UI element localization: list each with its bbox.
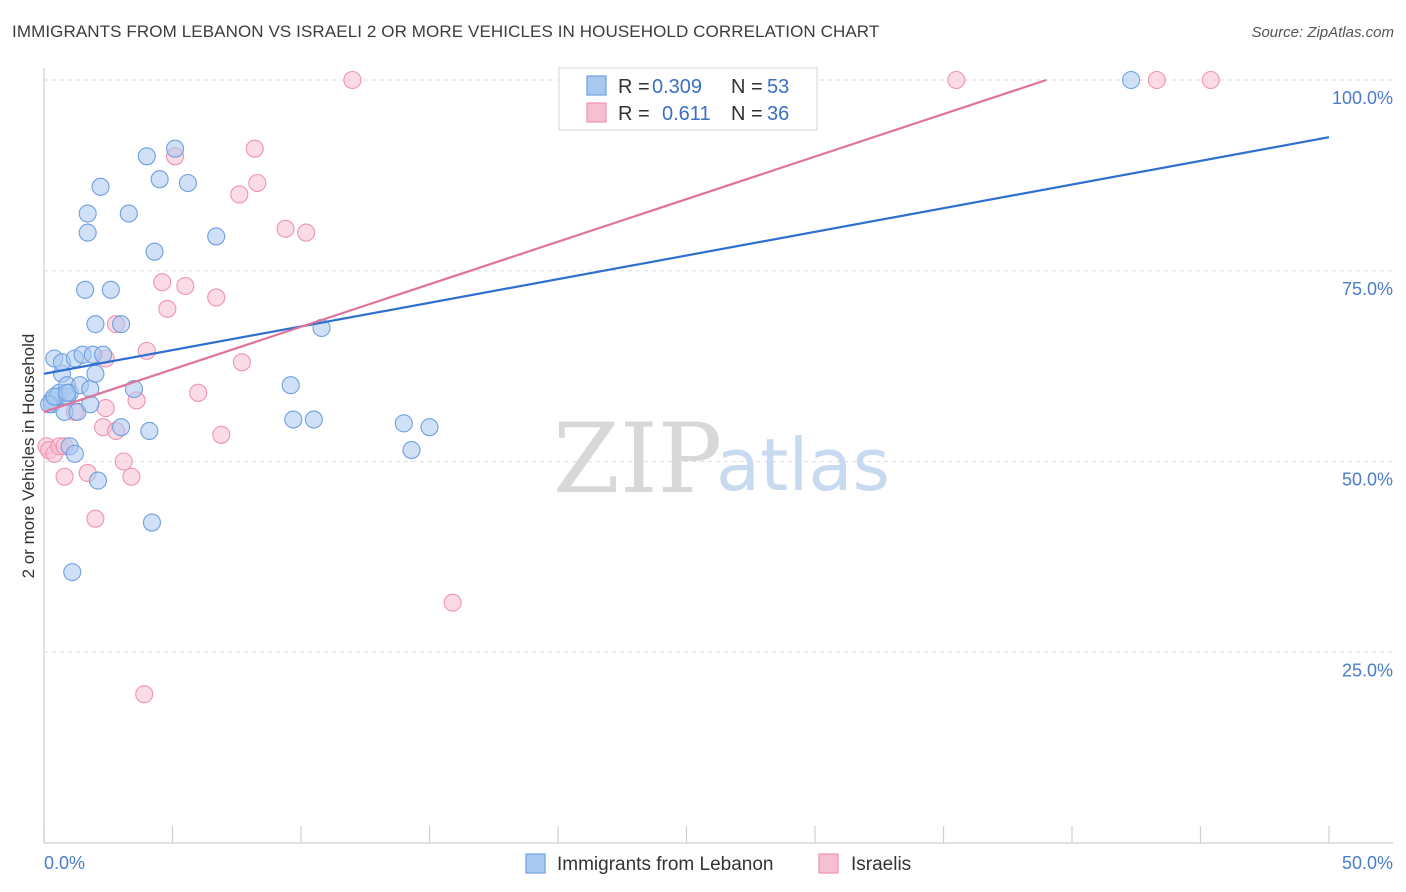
legend-n-label-blue: N =	[731, 76, 763, 98]
pink-point-32	[343, 70, 362, 90]
lebanon-points	[40, 70, 1141, 582]
blue-point-30	[112, 315, 131, 334]
pink-point-36	[1201, 70, 1220, 90]
blue-point-47	[402, 441, 421, 460]
blue-point-14	[65, 444, 84, 463]
pink-point-33	[443, 593, 462, 612]
series-legend: Immigrants from Lebanon Israelis	[525, 853, 911, 875]
y-tick-label-25: 25.0%	[1342, 660, 1393, 680]
blue-point-44	[304, 410, 323, 429]
legend-r-value-blue: 0.309	[652, 76, 702, 98]
blue-point-12	[63, 563, 82, 582]
blue-point-19	[78, 204, 97, 223]
legend-n-value-blue: 53	[767, 76, 789, 98]
blue-point-38	[150, 170, 169, 189]
blue-point-40	[178, 173, 197, 193]
pink-point-20	[158, 299, 177, 318]
pink-point-17	[135, 685, 154, 704]
y-tick-label-75: 75.0%	[1342, 279, 1393, 299]
blue-point-31	[112, 418, 131, 437]
watermark-atlas: atlas	[716, 423, 890, 507]
blue-trend-line	[43, 136, 1330, 375]
pink-point-14	[114, 452, 133, 471]
trend-lines	[43, 78, 1330, 413]
pink-point-31	[297, 223, 316, 242]
bottom-legend-label-pink: Israelis	[851, 854, 911, 875]
blue-point-52	[58, 383, 77, 402]
pink-point-8	[86, 509, 105, 528]
pink-point-29	[248, 173, 267, 193]
israelis-points	[37, 70, 1220, 704]
blue-point-25	[86, 315, 105, 334]
legend-n-value-pink: 36	[767, 103, 789, 125]
blue-point-39	[166, 139, 185, 158]
pink-point-30	[276, 219, 295, 238]
blue-point-27	[91, 177, 110, 196]
blue-point-29	[101, 280, 120, 299]
pink-trend-line	[43, 78, 1047, 413]
blue-point-48	[420, 418, 439, 437]
x-tick-marks	[43, 826, 1330, 843]
blue-point-26	[88, 471, 108, 490]
blue-point-42	[281, 376, 300, 395]
legend-r-label-pink: R =	[618, 103, 650, 125]
pink-point-23	[189, 383, 208, 402]
pink-point-34	[947, 70, 966, 90]
bottom-legend-swatch-pink	[818, 853, 839, 874]
watermark: ZIP atlas	[553, 403, 890, 515]
blue-point-18	[76, 280, 95, 299]
blue-point-35	[140, 421, 159, 441]
legend-n-label-pink: N =	[731, 103, 763, 125]
correlation-legend: R = 0.309 N = 53 R = 0.611 N = 36	[558, 67, 818, 131]
blue-point-24	[86, 364, 105, 383]
bottom-legend-label-blue: Immigrants from Lebanon	[557, 854, 774, 875]
pink-point-11	[96, 399, 115, 418]
legend-r-label-blue: R =	[618, 76, 650, 98]
pink-point-19	[153, 273, 172, 292]
pink-point-5	[55, 467, 74, 486]
pink-point-28	[245, 139, 264, 158]
blue-point-43	[284, 410, 303, 429]
pink-point-26	[230, 185, 249, 204]
watermark-zip: ZIP	[553, 403, 722, 515]
pink-point-35	[1147, 70, 1166, 90]
pink-point-25	[212, 425, 231, 444]
blue-point-34	[137, 147, 156, 166]
source-credit: Source: ZipAtlas.com	[1251, 24, 1394, 41]
y-axis-label: 2 or more Vehicles in Household	[19, 334, 38, 579]
bottom-legend-swatch-blue	[525, 853, 546, 874]
pink-point-15	[122, 467, 141, 486]
pink-point-22	[176, 276, 195, 296]
blue-point-28	[94, 345, 113, 364]
blue-point-36	[142, 513, 161, 532]
pink-point-27	[232, 353, 251, 372]
blue-point-41	[207, 227, 226, 246]
x-tick-label-max: 50.0%	[1342, 853, 1393, 873]
y-tick-label-50: 50.0%	[1342, 470, 1393, 490]
pink-point-24	[207, 288, 226, 307]
legend-swatch-pink	[586, 102, 607, 123]
y-tick-labels: 25.0% 50.0% 75.0% 100.0%	[1332, 88, 1393, 680]
x-tick-label-min: 0.0%	[44, 853, 85, 873]
y-tick-label-100: 100.0%	[1332, 88, 1393, 108]
blue-point-33	[124, 379, 143, 399]
blue-point-32	[119, 204, 138, 223]
blue-point-37	[145, 242, 164, 261]
blue-point-49	[1122, 70, 1141, 90]
blue-point-46	[394, 414, 413, 433]
blue-point-20	[78, 223, 97, 242]
legend-r-value-pink: 0.611	[662, 103, 711, 125]
chart-title: IMMIGRANTS FROM LEBANON VS ISRAELI 2 OR …	[12, 22, 880, 41]
legend-swatch-blue	[586, 75, 607, 96]
